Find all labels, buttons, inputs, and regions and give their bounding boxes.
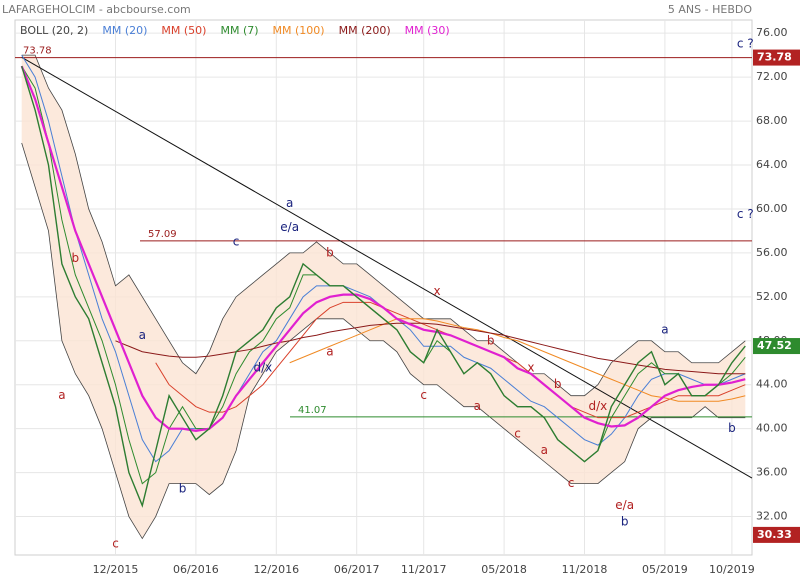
x-tick-label: 06/2017 bbox=[334, 563, 380, 576]
chart-subtitle: 5 ANS - HEBDO bbox=[668, 3, 752, 16]
level-label: 73.78 bbox=[23, 46, 52, 57]
y-tick-label: 44.00 bbox=[756, 378, 788, 391]
wave-label: x bbox=[434, 284, 441, 298]
wave-label: c ? bbox=[737, 37, 754, 51]
wave-label: c bbox=[112, 537, 119, 551]
ma-line bbox=[115, 322, 746, 375]
level-badge: 73.78 bbox=[757, 51, 792, 64]
wave-label: b bbox=[179, 482, 187, 496]
legend-entry: BOLL (20, 2) bbox=[20, 24, 88, 37]
legend-entry: MM (100) bbox=[273, 24, 325, 37]
x-tick-label: 06/2016 bbox=[173, 563, 219, 576]
wave-label: b bbox=[487, 333, 495, 347]
wave-label: a bbox=[541, 443, 548, 457]
wave-label: a bbox=[286, 196, 293, 210]
y-tick-label: 60.00 bbox=[756, 202, 788, 215]
bollinger-lower bbox=[21, 142, 746, 540]
x-tick-label: 10/2019 bbox=[709, 563, 755, 576]
y-tick-label: 68.00 bbox=[756, 114, 788, 127]
low-badge: 30.33 bbox=[757, 528, 792, 541]
x-tick-label: 05/2019 bbox=[642, 563, 688, 576]
last-price-badge: 47.52 bbox=[757, 339, 792, 352]
x-tick-label: 12/2016 bbox=[253, 563, 299, 576]
wave-label: c bbox=[514, 427, 521, 441]
wave-label: b bbox=[326, 245, 334, 259]
chart-title: LAFARGEHOLCIM - abcbourse.com bbox=[2, 3, 191, 16]
wave-label: e/a bbox=[615, 498, 634, 512]
price-line bbox=[21, 65, 746, 508]
x-tick-label: 12/2015 bbox=[93, 563, 139, 576]
legend-entry: MM (200) bbox=[339, 24, 391, 37]
wave-label: b bbox=[71, 251, 79, 265]
legend-entry: MM (30) bbox=[405, 24, 450, 37]
low-badge-bg bbox=[753, 526, 800, 543]
wave-label: b bbox=[621, 515, 629, 529]
wave-label: a bbox=[326, 344, 333, 358]
level-badge-bg bbox=[753, 49, 800, 66]
level-label: 57.09 bbox=[148, 229, 177, 240]
legend-entry: MM (7) bbox=[220, 24, 258, 37]
y-tick-label: 52.00 bbox=[756, 290, 788, 303]
ma-line bbox=[20, 65, 746, 432]
wave-label: e/a bbox=[280, 220, 299, 234]
wave-label: a bbox=[661, 322, 668, 336]
bollinger-fill bbox=[21, 55, 746, 539]
wave-label: c ? bbox=[737, 207, 754, 221]
wave-label: c bbox=[233, 234, 240, 248]
y-tick-label: 36.00 bbox=[756, 466, 788, 479]
bollinger-upper bbox=[21, 54, 746, 397]
y-tick-label: 40.00 bbox=[756, 422, 788, 435]
wave-label: x bbox=[527, 361, 534, 375]
wave-label: c bbox=[420, 388, 427, 402]
x-tick-label: 11/2017 bbox=[401, 563, 447, 576]
y-tick-label: 32.00 bbox=[756, 510, 788, 523]
y-tick-label: 64.00 bbox=[756, 158, 788, 171]
legend-entry: MM (20) bbox=[102, 24, 147, 37]
ma-line bbox=[289, 318, 746, 402]
x-tick-label: 11/2018 bbox=[562, 563, 608, 576]
wave-label: a bbox=[58, 388, 65, 402]
wave-label: b bbox=[554, 377, 562, 391]
y-tick-label: 56.00 bbox=[756, 246, 788, 259]
y-tick-label: 76.00 bbox=[756, 26, 788, 39]
wave-label: d/x bbox=[254, 361, 273, 375]
x-tick-label: 05/2018 bbox=[481, 563, 527, 576]
last-price-badge-bg bbox=[753, 338, 800, 355]
level-label: 41.07 bbox=[298, 405, 327, 416]
wave-label: c bbox=[568, 476, 575, 490]
wave-label: d/x bbox=[589, 399, 608, 413]
wave-label: b bbox=[728, 421, 736, 435]
wave-label: a bbox=[139, 328, 146, 342]
wave-label: a bbox=[474, 399, 481, 413]
legend-entry: MM (50) bbox=[161, 24, 206, 37]
y-tick-label: 72.00 bbox=[756, 70, 788, 83]
